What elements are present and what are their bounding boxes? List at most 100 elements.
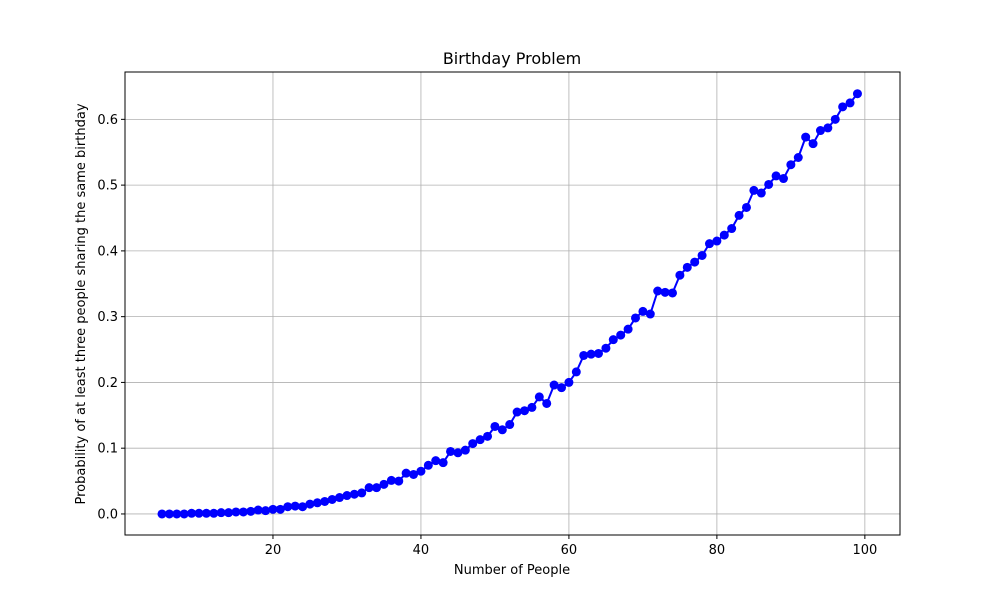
data-point bbox=[601, 343, 611, 353]
y-tick-label: 0.2 bbox=[97, 376, 118, 391]
data-point bbox=[261, 506, 271, 516]
data-point bbox=[372, 483, 382, 493]
data-point bbox=[823, 123, 833, 133]
data-point bbox=[157, 509, 167, 519]
data-point bbox=[520, 406, 530, 416]
chart-title: Birthday Problem bbox=[443, 49, 581, 68]
axis-ticks: 20 40 60 80 100 0.0 0.1 0.2 0.3 0.4 0.5 0.6 bbox=[97, 113, 877, 558]
data-point bbox=[542, 398, 552, 408]
data-point bbox=[653, 286, 663, 296]
data-point bbox=[231, 507, 241, 517]
data-point bbox=[379, 479, 389, 489]
data-point bbox=[801, 132, 811, 142]
data-point bbox=[298, 502, 308, 512]
data-point bbox=[571, 367, 581, 377]
data-point bbox=[327, 494, 337, 504]
data-point bbox=[549, 380, 559, 390]
data-point bbox=[712, 236, 722, 246]
data-point bbox=[808, 139, 818, 149]
data-point bbox=[201, 508, 211, 518]
data-point bbox=[564, 377, 574, 387]
data-point bbox=[357, 488, 367, 498]
data-point bbox=[283, 502, 293, 512]
data-point bbox=[734, 210, 744, 220]
y-tick-label: 0.1 bbox=[97, 442, 118, 457]
data-point bbox=[179, 509, 189, 519]
x-tick-label: 40 bbox=[413, 543, 430, 558]
data-point bbox=[623, 324, 633, 334]
data-point bbox=[394, 476, 404, 486]
data-point bbox=[815, 126, 825, 136]
data-point bbox=[786, 160, 796, 170]
series-line-layer bbox=[161, 93, 859, 515]
data-point bbox=[579, 350, 589, 360]
data-point bbox=[645, 309, 655, 319]
data-point bbox=[246, 506, 256, 516]
plot-frame bbox=[124, 71, 901, 536]
series-line bbox=[161, 93, 859, 515]
data-point bbox=[342, 491, 352, 501]
data-point bbox=[675, 270, 685, 280]
x-tick-label: 60 bbox=[561, 543, 578, 558]
data-point bbox=[719, 230, 729, 240]
data-point bbox=[423, 460, 433, 470]
data-point bbox=[209, 508, 219, 518]
data-point bbox=[490, 421, 500, 431]
data-point bbox=[460, 445, 470, 455]
data-point bbox=[497, 425, 507, 435]
data-point bbox=[475, 435, 485, 445]
data-point bbox=[682, 262, 692, 272]
data-point bbox=[335, 493, 345, 503]
data-point bbox=[512, 407, 522, 417]
data-point bbox=[401, 468, 411, 478]
data-point bbox=[453, 448, 463, 458]
data-point bbox=[778, 174, 788, 184]
data-point bbox=[409, 469, 419, 479]
data-point bbox=[253, 505, 263, 515]
data-point bbox=[216, 508, 226, 518]
data-point bbox=[483, 431, 493, 441]
data-point bbox=[349, 489, 359, 499]
data-point bbox=[697, 250, 707, 260]
data-point bbox=[594, 348, 604, 358]
data-point bbox=[608, 335, 618, 345]
data-point bbox=[756, 188, 766, 198]
data-point bbox=[431, 456, 441, 466]
y-tick-label: 0.4 bbox=[97, 244, 118, 259]
data-point bbox=[845, 98, 855, 108]
x-tick-label: 80 bbox=[709, 543, 726, 558]
data-point bbox=[275, 504, 285, 514]
data-point bbox=[749, 185, 759, 195]
x-tick-label: 20 bbox=[265, 543, 282, 558]
data-point bbox=[224, 508, 234, 518]
data-point bbox=[320, 496, 330, 506]
y-tick-label: 0.3 bbox=[97, 310, 118, 325]
data-point bbox=[638, 306, 648, 316]
data-point bbox=[660, 287, 670, 297]
data-point bbox=[534, 392, 544, 402]
data-points bbox=[157, 89, 862, 519]
data-point bbox=[764, 179, 774, 189]
y-axis-label: Probability of at least three people sha… bbox=[74, 103, 89, 504]
data-point bbox=[438, 458, 448, 468]
data-point bbox=[194, 508, 204, 518]
data-point bbox=[690, 257, 700, 267]
grid-lines bbox=[125, 72, 900, 535]
data-point bbox=[416, 466, 426, 476]
y-tick-label: 0.0 bbox=[97, 507, 118, 522]
data-point bbox=[305, 499, 315, 509]
data-point bbox=[631, 313, 641, 323]
y-tick-label: 0.6 bbox=[97, 113, 118, 128]
data-point bbox=[364, 483, 374, 493]
data-point bbox=[290, 501, 300, 511]
data-point bbox=[727, 224, 737, 234]
data-point bbox=[586, 349, 596, 359]
data-point bbox=[741, 202, 751, 212]
data-point bbox=[771, 171, 781, 181]
data-point bbox=[557, 383, 567, 393]
data-point bbox=[704, 239, 714, 249]
data-point bbox=[616, 330, 626, 340]
data-point bbox=[838, 102, 848, 112]
